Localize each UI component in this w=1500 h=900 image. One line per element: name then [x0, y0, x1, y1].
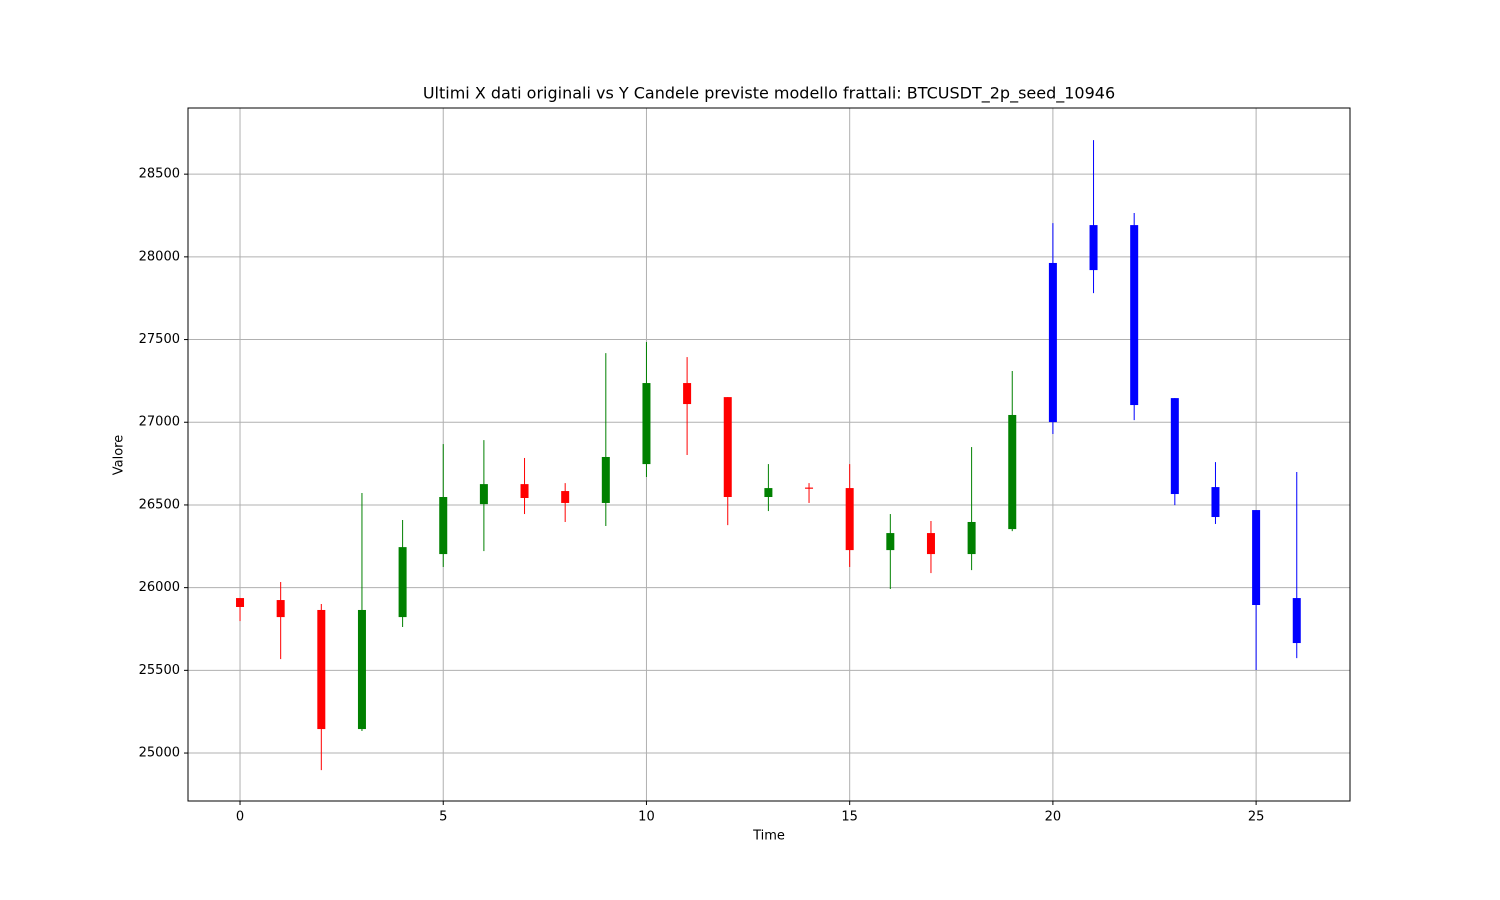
x-tick-label: 20: [1045, 810, 1062, 825]
candle-body: [1089, 225, 1098, 271]
candle-body: [926, 533, 935, 555]
candle-body: [886, 533, 895, 551]
y-tick-label: 25000: [139, 746, 180, 761]
x-tick-label: 25: [1248, 810, 1265, 825]
candle-body: [642, 383, 651, 465]
candle-body: [236, 598, 245, 607]
y-tick-label: 26500: [139, 497, 180, 512]
candle-body: [845, 488, 854, 551]
x-tick-label: 10: [638, 810, 655, 825]
y-tick-label: 28000: [139, 249, 180, 264]
candle-body: [1292, 598, 1301, 644]
candle-body: [1211, 487, 1220, 518]
candle-body: [1048, 262, 1057, 423]
candle-body: [805, 487, 814, 489]
y-tick-label: 25500: [139, 663, 180, 678]
candle-body: [601, 456, 610, 503]
y-tick-label: 27000: [139, 415, 180, 430]
x-tick-label: 0: [236, 810, 244, 825]
y-tick-label: 28500: [139, 167, 180, 182]
x-tick-label: 5: [439, 810, 447, 825]
candle-body: [1252, 510, 1261, 606]
y-tick-label: 27500: [139, 332, 180, 347]
candle-body: [764, 488, 773, 498]
x-axis-label: Time: [752, 829, 785, 844]
candle-body: [398, 547, 407, 618]
candle-body: [967, 521, 976, 555]
candle-body: [479, 484, 488, 505]
candle-body: [723, 397, 732, 498]
candle-body: [276, 600, 285, 618]
candle-body: [683, 383, 692, 405]
y-tick-label: 26000: [139, 580, 180, 595]
candle-body: [439, 497, 448, 555]
x-tick-label: 15: [841, 810, 858, 825]
y-axis-label: Valore: [112, 435, 127, 475]
candle-body: [1130, 225, 1139, 406]
candle-body: [520, 484, 529, 498]
candle-body: [317, 609, 326, 730]
plot-frame: [187, 107, 1351, 802]
candle-body: [357, 609, 366, 730]
candle-body: [1008, 414, 1017, 530]
chart-title: Ultimi X dati originali vs Y Candele pre…: [423, 84, 1115, 104]
candle-body: [561, 491, 570, 503]
candle-body: [1170, 398, 1179, 495]
